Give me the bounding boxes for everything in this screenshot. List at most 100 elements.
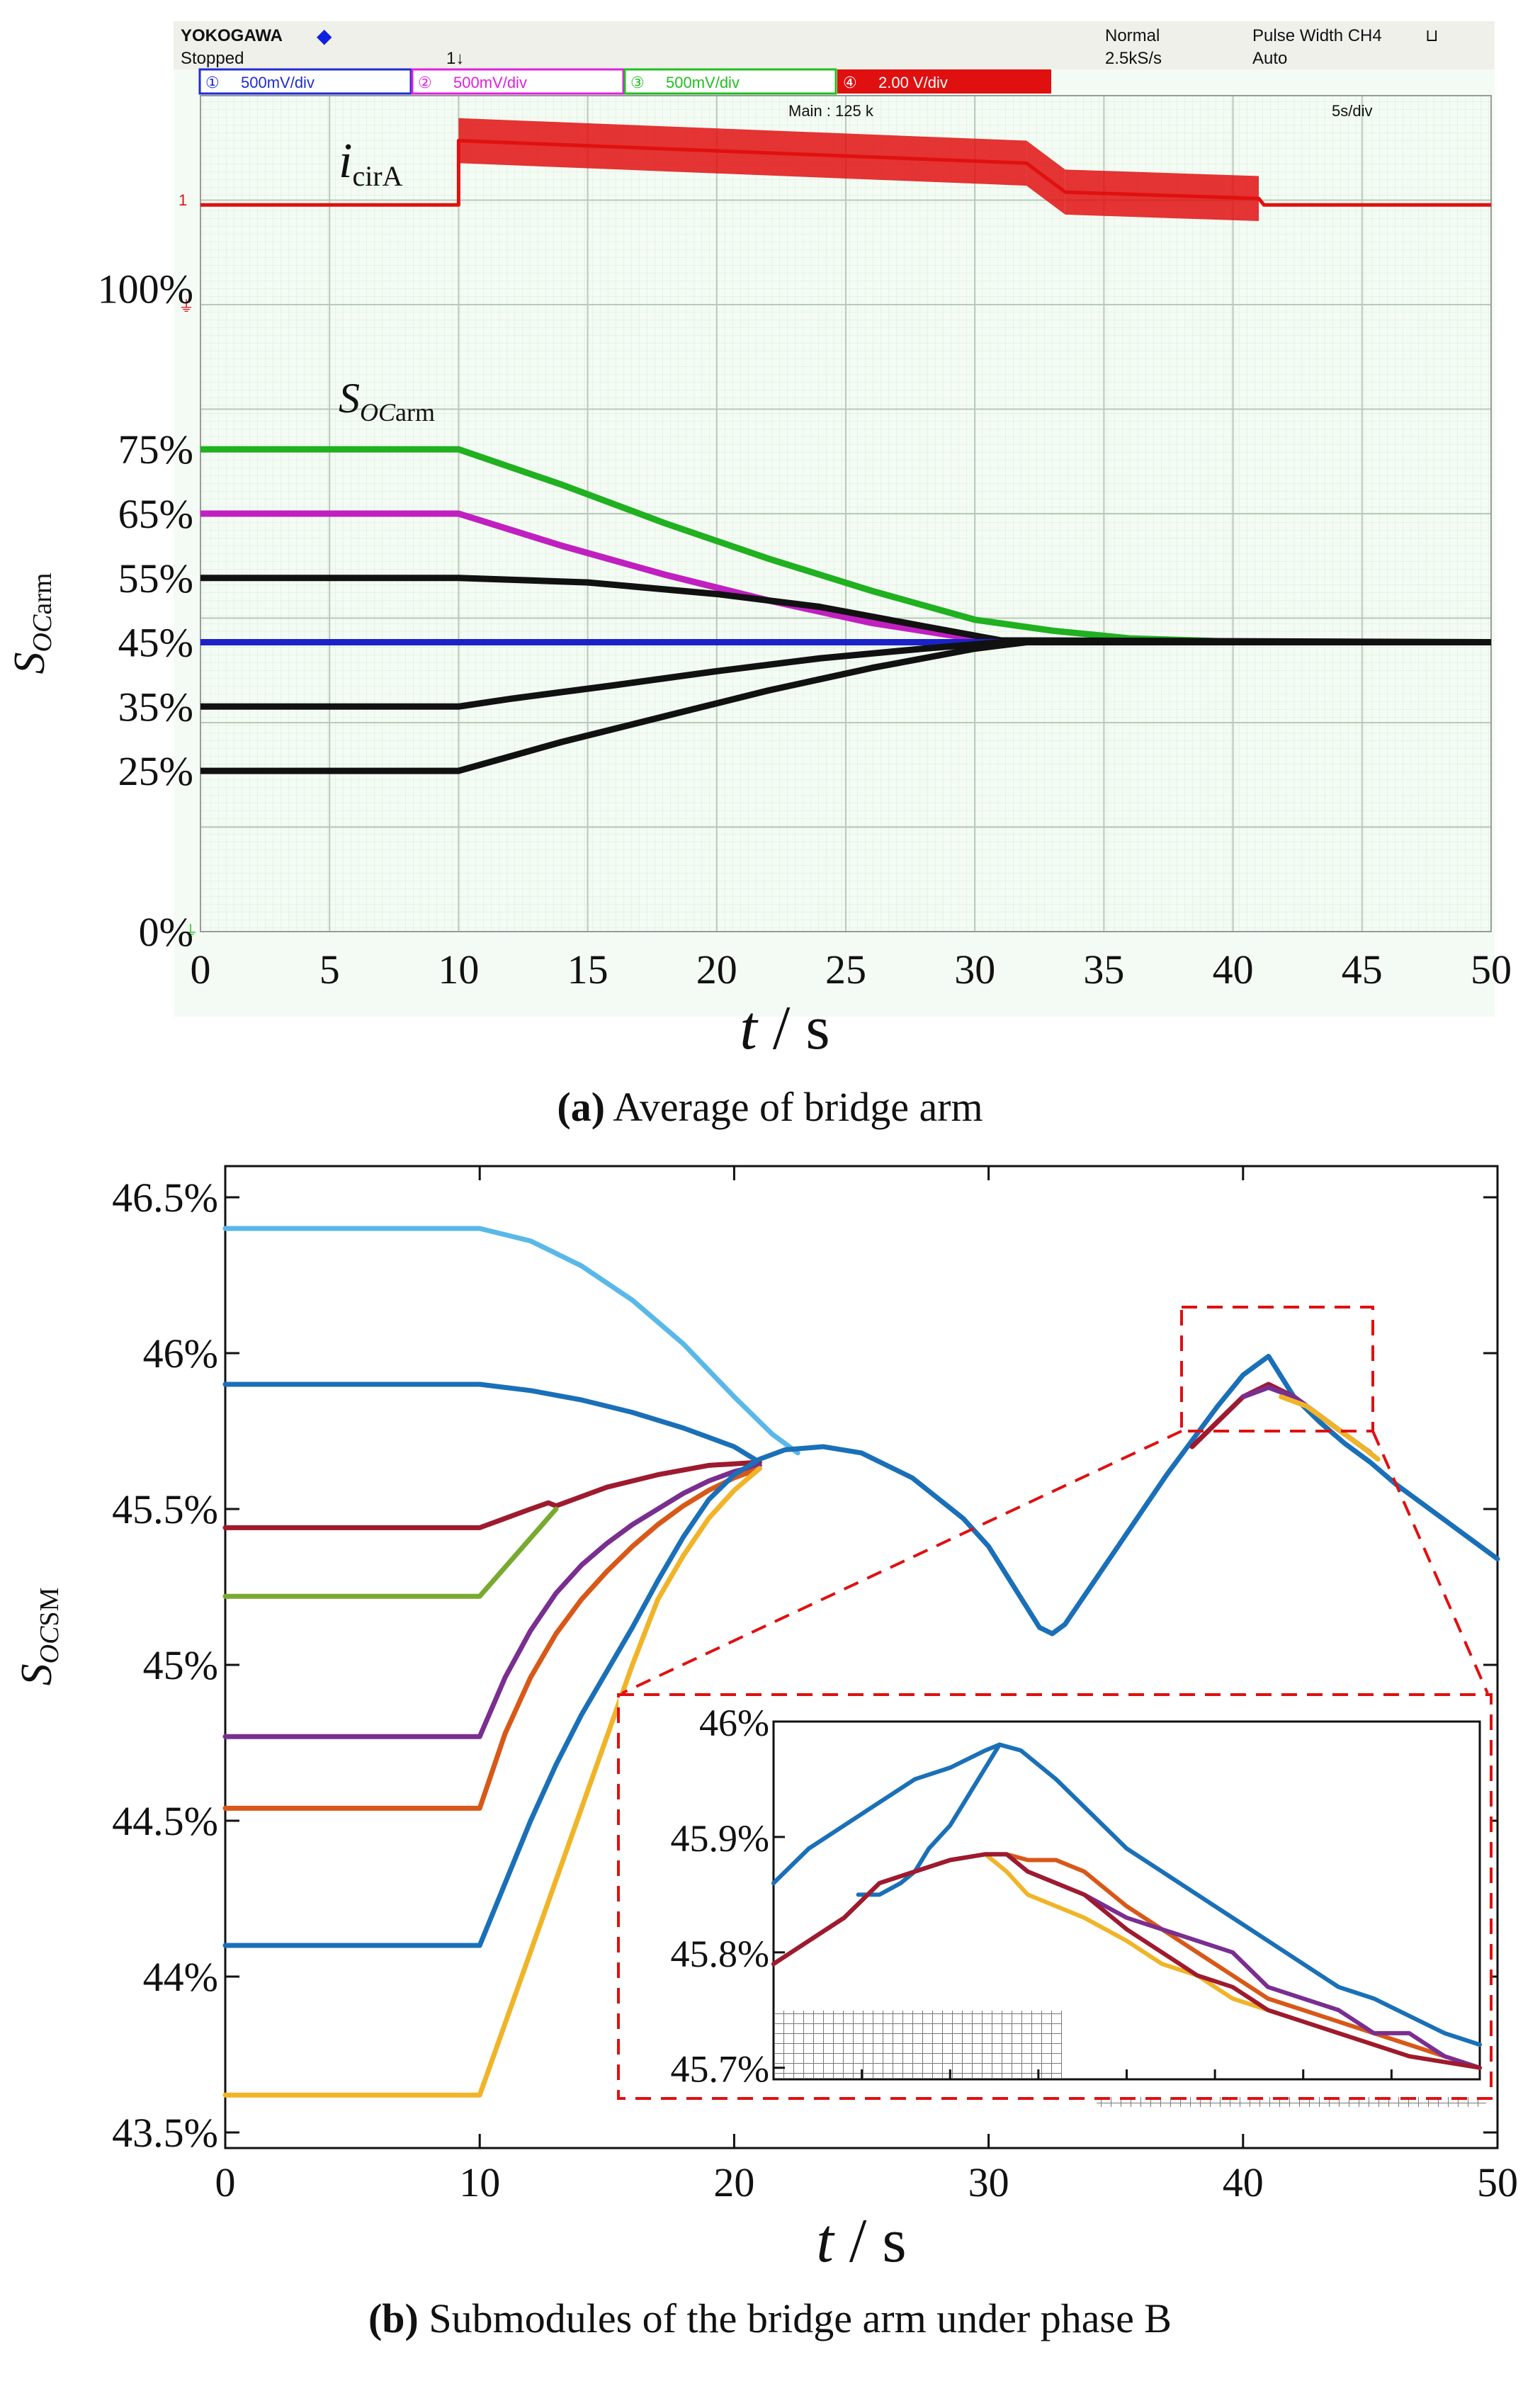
panel-a-x-tick: 5	[319, 946, 340, 993]
panel-b-y-tick: 46%	[143, 1330, 218, 1377]
panel-a-y-tick: 55%	[118, 555, 193, 601]
inset-series	[771, 1742, 1482, 2070]
scope-brand: YOKOGAWA	[181, 26, 283, 45]
scope-main-record: Main : 125 k	[788, 102, 874, 120]
scope-screen: Main : 125 k 5s/div 1 ⏚ ⏚	[179, 95, 1492, 940]
panel-b-y-tick: 45.5%	[112, 1486, 218, 1532]
inset-y-tick: 45.7%	[671, 2048, 769, 2091]
panel-a-y-tick: 100%	[98, 266, 193, 312]
inset-series-sm3	[771, 1852, 1482, 2070]
panel-a-caption: (a) Average of bridge arm	[557, 1084, 983, 1130]
panel-b-x-tick: 0	[215, 2159, 236, 2205]
panel-b-y-tick: 45%	[143, 1642, 218, 1688]
panel-a-y-tick: 35%	[118, 684, 193, 730]
inset-y-tick: 46%	[699, 1702, 769, 1744]
panel-b-x-tick: 20	[713, 2159, 754, 2205]
ch1-box	[198, 68, 412, 95]
panel-a-x-tick: 15	[567, 946, 608, 993]
series-a-35	[200, 639, 1491, 710]
zoom-region-box	[1180, 1306, 1374, 1432]
zoom-leader-left	[621, 1430, 1182, 1695]
scope-trigger-type: Pulse Width CH4	[1252, 26, 1382, 45]
scope-major-grid	[200, 96, 1491, 932]
series-a-25	[200, 639, 1491, 774]
panel-a-y-tick: 25%	[118, 748, 193, 794]
panel-a-x-tick: 50	[1471, 946, 1512, 993]
series-b-sm2	[222, 1381, 762, 1465]
panel-a-x-tick-labels: 0 5 10 15 20 25 30 35 40 45 50	[191, 946, 1512, 993]
ch2-box	[411, 68, 625, 95]
panel-a-y-tick: 45%	[118, 620, 193, 666]
inset-plot: 45.7% 45.8% 45.9% 46%	[617, 1693, 1493, 2107]
ch2-number: ②	[418, 74, 432, 91]
ch3-box	[623, 68, 837, 95]
series-b-sm7	[222, 1353, 1500, 1948]
scope-status: Stopped	[181, 49, 244, 68]
scope-sample-rate: 2.5kS/s	[1105, 49, 1162, 68]
scope-pulse-icon: ⊔	[1425, 26, 1439, 45]
panel-a-x-tick: 30	[954, 946, 995, 993]
ch3-ground-marker: ⏚	[183, 922, 198, 940]
scope-timebase: 5s/div	[1332, 102, 1372, 120]
panel-b-x-tick: 50	[1477, 2159, 1518, 2205]
panel-a-y-tick: 75%	[118, 426, 193, 473]
panel-a-oscilloscope: YOKOGAWA ◆ Stopped 1↓ Normal 2.5kS/s Pul…	[6, 21, 1512, 1130]
panel-a-x-tick: 20	[696, 946, 737, 993]
panel-a-x-tick: 10	[438, 946, 479, 993]
inset-grid-artifact	[775, 2011, 1062, 2078]
inset-series-sm1	[856, 1742, 1002, 1897]
inset-series-sm2	[771, 1742, 1482, 2047]
inset-ticks: 45.7% 45.8% 45.9% 46%	[671, 1702, 1393, 2091]
scope-trigger-mode: Normal	[1105, 26, 1160, 45]
panel-a-y-tick-labels: 0% 25% 35% 45% 55% 65% 75% 100%	[98, 266, 193, 955]
panel-a-x-tick: 40	[1213, 946, 1254, 993]
inset-y-tick: 45.8%	[671, 1933, 769, 1975]
panel-b-x-tick: 40	[1223, 2159, 1264, 2205]
panel-a-ylabel: SOCarm	[6, 573, 57, 674]
ch2-scale: 500mV/div	[453, 74, 527, 91]
series-b-sm5	[222, 1462, 762, 1739]
panel-b-y-tick: 44%	[143, 1954, 218, 2000]
panel-a-x-tick: 45	[1342, 946, 1383, 993]
icira-label: icirA	[339, 134, 403, 192]
ch4-box	[837, 69, 1051, 94]
ch1-number: ①	[205, 74, 220, 91]
series-a-icira-transition-band	[1026, 140, 1065, 215]
ch3-scale: 500mV/div	[666, 74, 740, 91]
zoom-leader-right	[1371, 1430, 1489, 1694]
panel-a-x-tick: 0	[191, 946, 211, 993]
panel-b-y-tick: 46.5%	[112, 1175, 218, 1221]
scope-trigger-auto: Auto	[1252, 49, 1287, 68]
panel-b-series	[222, 1226, 1500, 2098]
socarm-label: SOCarm	[339, 375, 435, 426]
series-b-sm1	[222, 1226, 800, 1456]
panel-a-x-tick: 25	[825, 946, 866, 993]
inset-frame	[617, 1693, 1493, 2100]
series-a-icira-ripple-band	[1065, 169, 1259, 221]
panel-a-x-tick: 35	[1083, 946, 1124, 993]
scope-trigger-marker: 1↓	[446, 49, 464, 68]
panel-b-y-tick: 43.5%	[112, 2110, 218, 2156]
ch4-scale: 2.00 V/div	[878, 74, 948, 91]
panel-b-plot: 43.5% 44% 44.5% 45% 45.5% 46% 46.5% 0 10 20 30 40 50…	[13, 1165, 1518, 2341]
panel-b-ticks: 43.5% 44% 44.5% 45% 45.5% 46% 46.5% 0 10 20 30 40 50	[112, 1166, 1518, 2205]
panel-a-y-tick: 0%	[139, 909, 193, 955]
scope-channel-bar: ① 500mV/div ② 500mV/div ③ 500mV/div ④ 2.…	[198, 68, 1051, 95]
ch3-number: ③	[630, 74, 645, 91]
scope-header	[174, 21, 1495, 69]
series-a-55	[200, 575, 1492, 646]
panel-a-series	[200, 118, 1492, 774]
ch1-scale: 500mV/div	[241, 74, 315, 91]
series-b-sm8-zoom	[1279, 1394, 1381, 1462]
ch4-ground-marker: ⏚	[179, 298, 194, 315]
series-b-sm6	[222, 1466, 762, 1811]
series-b-sm8	[222, 1466, 762, 2098]
panel-b-y-tick: 44.5%	[112, 1798, 218, 1844]
panel-b-ylabel: SOCSM	[13, 1588, 64, 1686]
panel-a-xlabel: t / s	[740, 994, 830, 1063]
panel-b-x-tick: 10	[459, 2159, 500, 2205]
ch4-marker: 1	[179, 191, 187, 209]
series-b-sm3	[222, 1459, 762, 1530]
scope-brand-diamond-icon: ◆	[317, 25, 332, 47]
